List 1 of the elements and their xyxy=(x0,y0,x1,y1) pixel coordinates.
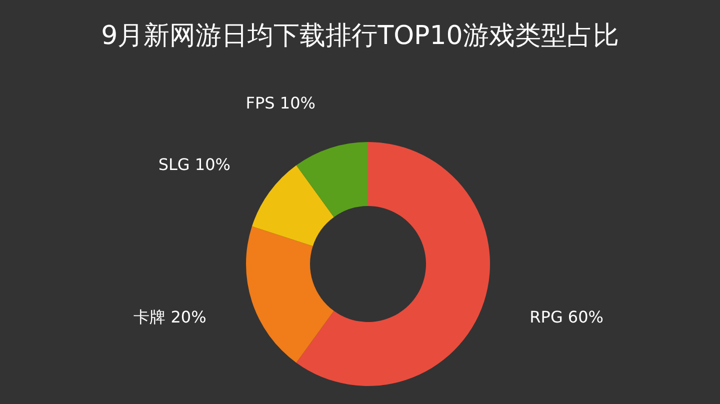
chart-title: 9月新网游日均下载排行TOP10游戏类型占比 xyxy=(101,21,619,51)
